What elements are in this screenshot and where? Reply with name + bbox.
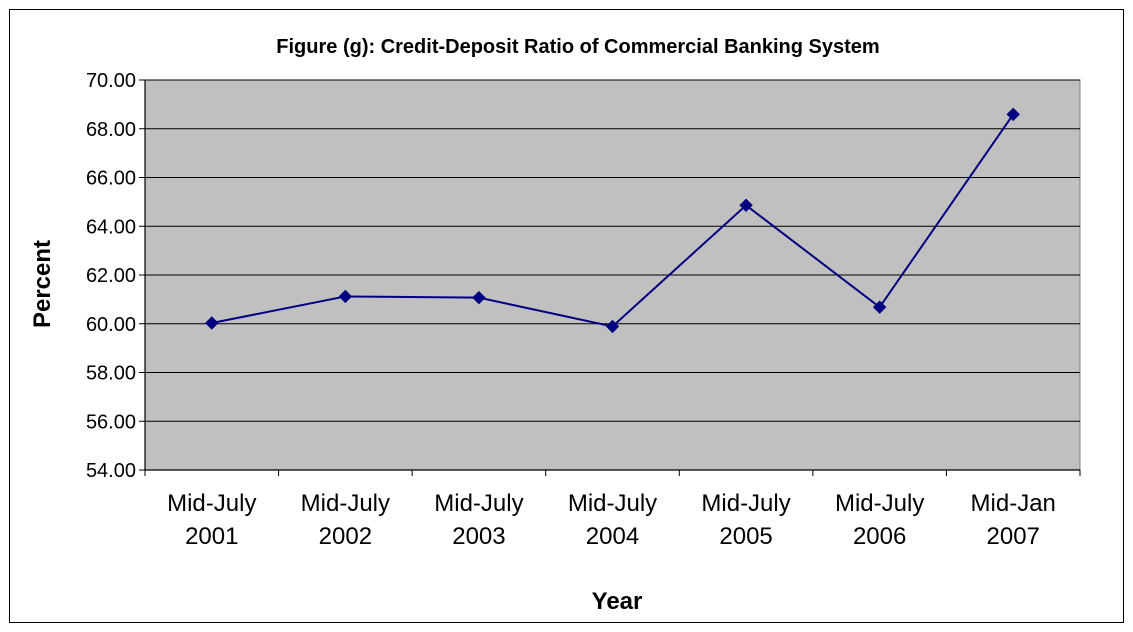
data-point-marker [205,316,219,330]
y-tick-label: 58.00 [86,363,136,385]
x-tick-label: Mid-July [434,490,523,517]
y-tick-label: 68.00 [86,119,136,141]
data-point-marker [338,289,353,304]
data-point-marker [872,300,887,314]
y-tick-label: 66.00 [86,168,136,190]
chart-frame: Figure (g): Credit-Deposit Ratio of Comm… [9,9,1124,623]
x-tick-label-year: 2005 [719,523,772,550]
data-point-marker [1006,107,1020,122]
x-tick-label: Mid-July [835,490,924,517]
y-tick-label: 64.00 [86,216,136,238]
y-axis-title: Percent [29,240,56,328]
line-chart: Figure (g): Credit-Deposit Ratio of Comm… [29,36,1081,615]
x-tick-label-year: 2007 [987,523,1040,550]
x-axis-title: Year [592,588,643,615]
data-point-marker [605,319,620,334]
y-tick-label: 60.00 [86,314,136,336]
y-tick-label: 56.00 [86,411,136,433]
x-tick-label-year: 2002 [319,523,372,550]
chart-title: Figure (g): Credit-Deposit Ratio of Comm… [276,36,879,58]
y-tick-label: 62.00 [86,265,136,287]
x-tick-label-year: 2003 [452,523,505,550]
x-tick-label-year: 2004 [586,523,639,550]
x-tick-label: Mid-July [568,490,657,517]
x-tick-label: Mid-July [701,490,790,517]
x-tick-label: Mid-Jan [971,490,1056,517]
y-tick-label: 70.00 [86,70,136,92]
plot-area: 54.00 56.00 58.00 60.00 62.00 64.00 66.00 68.00… [86,70,1081,550]
data-point-marker [472,290,486,305]
data-point-marker [739,198,753,212]
x-tick-label: Mid-July [301,490,390,517]
y-tick-label: 54.00 [86,460,136,482]
x-tick-label-year: 2001 [185,523,238,550]
x-tick-label: Mid-July [167,490,256,517]
x-tick-label-year: 2006 [853,523,906,550]
